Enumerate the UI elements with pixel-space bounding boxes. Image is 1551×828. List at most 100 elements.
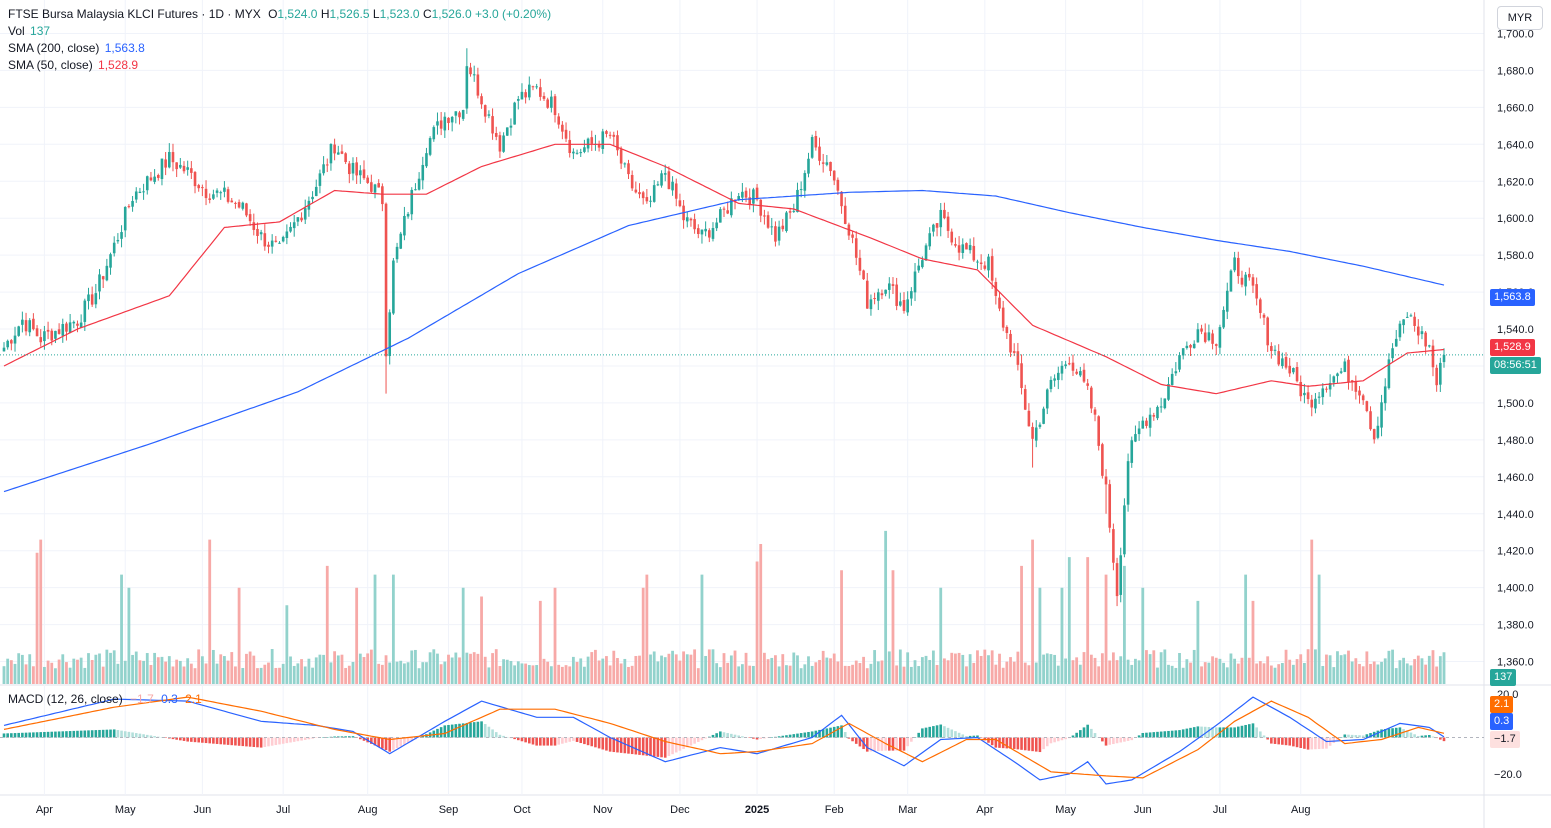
volume-bar xyxy=(1020,565,1023,684)
candle-body xyxy=(24,320,28,332)
candle-body xyxy=(421,164,425,181)
candle-body xyxy=(54,330,57,339)
candle-body xyxy=(1439,362,1442,385)
currency-button[interactable]: MYR xyxy=(1497,6,1543,30)
chart-legend: FTSE Bursa Malaysia KLCI Futures · 1D · … xyxy=(8,6,551,74)
macd-label[interactable]: MACD (12, 26, close) xyxy=(8,692,123,706)
volume-bar xyxy=(586,656,590,684)
candle-body xyxy=(744,190,748,198)
volume-bar xyxy=(336,655,340,684)
volume-bar xyxy=(928,659,932,684)
price-tick-label: 1,660.0 xyxy=(1497,102,1534,114)
candle-body xyxy=(483,105,487,117)
volume-bar xyxy=(895,665,899,684)
macd-hist-bar xyxy=(1012,737,1016,749)
macd-hist-bar xyxy=(101,729,105,738)
candle-body xyxy=(726,210,729,214)
macd-hist-bar xyxy=(1071,735,1075,738)
candle-body xyxy=(28,320,32,333)
close-value: 1,526.0 xyxy=(431,7,472,21)
volume-bar xyxy=(68,667,72,684)
candle-body xyxy=(1383,386,1387,404)
candle-body xyxy=(252,222,256,230)
time-tick-label: Jun xyxy=(1134,804,1152,816)
candle-body xyxy=(57,329,61,334)
macd-hist-bar xyxy=(87,730,90,738)
volume-bar xyxy=(351,661,355,684)
candle-body xyxy=(1027,410,1031,427)
macd-hist-bar xyxy=(1045,737,1049,747)
price-axis[interactable]: 1,360.0 1,380.0 1,400.0 1,420.0 1,440.0 1,460… xyxy=(1497,28,1534,668)
candle-body xyxy=(590,137,594,144)
macd-hist-bar xyxy=(1119,737,1123,743)
volume-bar xyxy=(491,653,494,684)
sma50-label[interactable]: SMA (50, close) xyxy=(8,58,93,72)
candle-body xyxy=(1277,351,1280,365)
volume-bar xyxy=(1001,667,1005,684)
volume-bar xyxy=(1321,665,1325,684)
volume-bar xyxy=(1218,658,1222,684)
candle-body xyxy=(1001,307,1005,328)
macd-hist-bar xyxy=(32,732,35,738)
macd-hist-bar xyxy=(1027,737,1031,751)
candle-body xyxy=(910,291,913,299)
candle-body xyxy=(854,238,858,258)
volume-bar xyxy=(237,587,241,684)
macd-hist-bar xyxy=(832,726,836,738)
candle-body xyxy=(450,116,454,123)
candle-body xyxy=(763,215,766,217)
volume-bar xyxy=(601,658,605,684)
candle-body xyxy=(535,86,538,88)
volume-bar xyxy=(204,663,208,684)
candle-body xyxy=(630,174,634,189)
macd-hist-bar xyxy=(223,737,226,745)
candle-body xyxy=(1034,427,1038,441)
macd-hist-bar xyxy=(1317,737,1321,750)
macd-hist-bar xyxy=(1214,727,1218,738)
macd-hist-bar xyxy=(1383,729,1387,738)
volume-bar xyxy=(1005,661,1009,684)
candle-body xyxy=(219,192,223,194)
macd-hist-bar xyxy=(1159,731,1163,738)
candle-body xyxy=(65,323,68,332)
macd-hist-bar xyxy=(1439,737,1442,740)
price-tick-label: 1,700.0 xyxy=(1497,28,1534,40)
high-value: 1,526.5 xyxy=(329,7,370,21)
volume-bars xyxy=(2,530,1446,684)
volume-bar xyxy=(1299,654,1303,684)
macd-hist-bar xyxy=(719,731,722,738)
candle-body xyxy=(101,276,105,280)
volume-bar xyxy=(395,661,399,684)
candle-body xyxy=(865,280,869,309)
candle-body xyxy=(645,197,649,202)
candle-body xyxy=(1023,389,1027,410)
macd-hist-bar xyxy=(373,737,377,746)
candle-body xyxy=(94,293,98,305)
volume-bar xyxy=(156,657,160,684)
macd-hist-bar xyxy=(109,729,112,738)
volume-bar xyxy=(1159,652,1163,684)
candle-body xyxy=(605,131,608,134)
time-axis[interactable]: Apr May Jun Jul Aug Sep Oct Nov Dec 2025 Feb Mar Apr… xyxy=(36,804,1311,816)
macd-signal-value: 2.1 xyxy=(185,692,202,706)
candle-body xyxy=(370,182,373,192)
volume-bar xyxy=(516,661,520,684)
sma200-label[interactable]: SMA (200, close) xyxy=(8,41,100,55)
macd-hist-bar xyxy=(1240,725,1244,738)
candle-body xyxy=(829,161,832,172)
macd-hist-bar xyxy=(252,737,256,747)
candle-body xyxy=(1251,277,1255,286)
volume-bar xyxy=(821,650,825,684)
candle-body xyxy=(303,208,307,220)
macd-hist-bar xyxy=(384,737,388,751)
macd-hist-bar xyxy=(1189,727,1192,738)
close-label: C xyxy=(422,7,432,21)
symbol-title[interactable]: FTSE Bursa Malaysia KLCI Futures · 1D · … xyxy=(8,7,261,21)
candle-body xyxy=(325,164,329,166)
volume-bar xyxy=(700,574,704,684)
volume-bar xyxy=(46,660,50,684)
volume-bar xyxy=(307,658,311,684)
candle-body xyxy=(1148,414,1152,428)
macd-hist-bar xyxy=(990,737,994,746)
